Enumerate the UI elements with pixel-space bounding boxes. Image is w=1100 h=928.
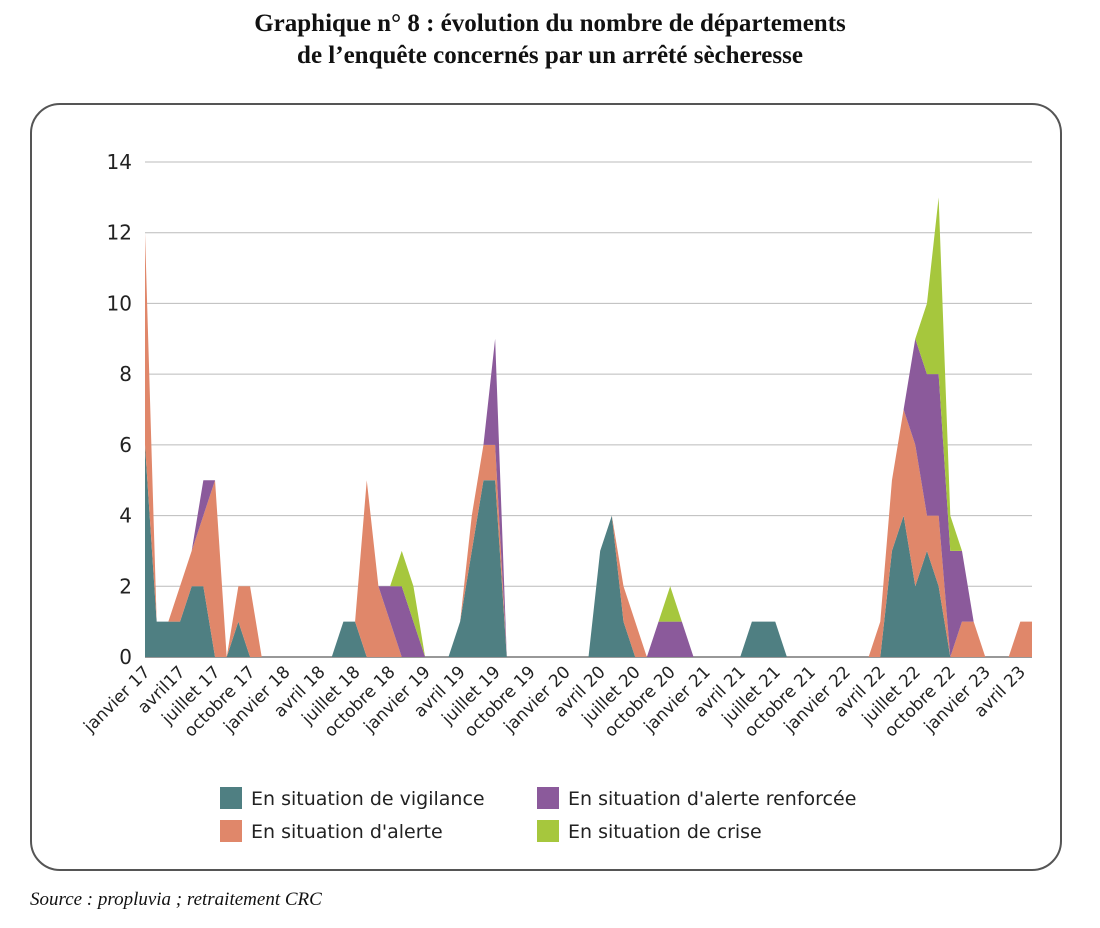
chart-title-line-2: de l’enquête concernés par un arrêté sèc… (297, 42, 803, 69)
legend-label: En situation de vigilance (251, 788, 485, 810)
y-tick-label: 10 (107, 291, 132, 315)
chart-frame (30, 103, 1062, 871)
legend-label: En situation de crise (568, 821, 762, 843)
y-tick-label: 8 (119, 362, 132, 386)
legend-swatch (220, 787, 242, 809)
legend-label: En situation d'alerte (251, 821, 443, 843)
y-axis-ticks: 0 2 4 6 8 10 12 14 (107, 150, 132, 669)
y-tick-label: 6 (119, 433, 132, 457)
series-area-1 (145, 444, 1032, 657)
legend: En situation de vigilance En situation d'… (220, 787, 856, 843)
stacked-areas (145, 197, 1032, 657)
y-tick-label: 12 (107, 221, 132, 245)
legend-swatch (220, 820, 242, 842)
y-tick-label: 14 (107, 150, 132, 174)
y-tick-label: 2 (119, 574, 132, 598)
y-tick-label: 4 (119, 504, 132, 528)
chart-title-line-1: Graphique n° 8 : évolution du nombre de … (254, 10, 846, 37)
y-tick-label: 0 (119, 645, 132, 669)
series-area-2 (145, 232, 1032, 657)
legend-swatch (537, 820, 559, 842)
source-note: Source : propluvia ; retraitement CRC (30, 889, 322, 910)
legend-swatch (537, 787, 559, 809)
chart-title: Graphique n° 8 : évolution du nombre de … (0, 8, 1100, 72)
legend-label: En situation d'alerte renforcée (568, 788, 856, 810)
